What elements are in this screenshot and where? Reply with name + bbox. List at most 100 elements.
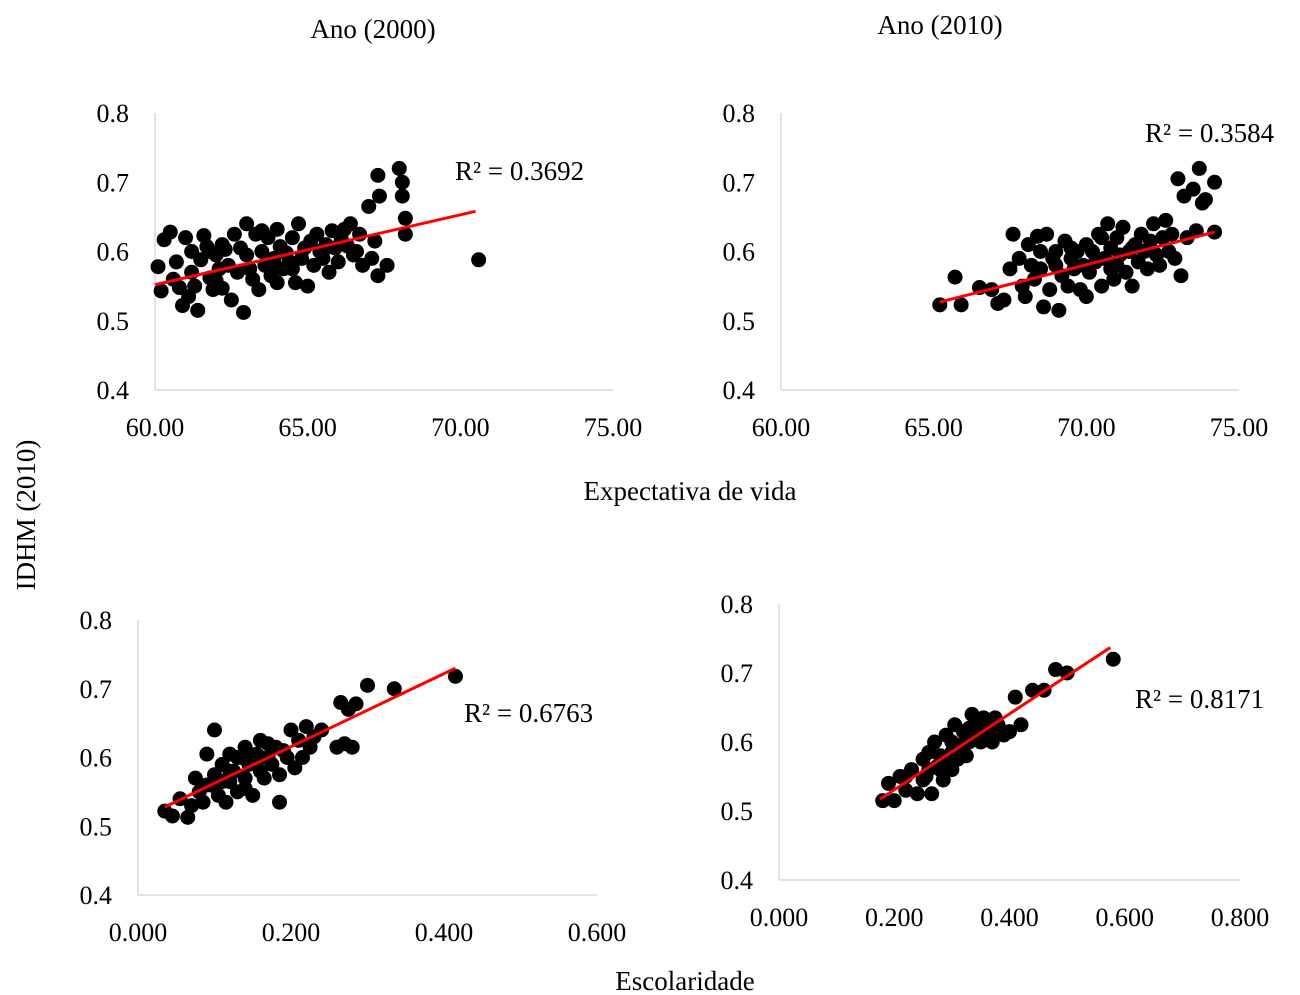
data-point: [287, 275, 303, 291]
x-axis-title-top-row: Expectativa de vida: [584, 476, 797, 506]
data-point: [321, 264, 337, 280]
y-tick-label: 0.7: [721, 659, 754, 688]
data-point: [391, 160, 407, 176]
data-point: [1191, 160, 1207, 176]
y-tick-label: 0.6: [723, 238, 756, 267]
data-point: [1002, 724, 1017, 740]
data-point: [386, 681, 402, 697]
data-point: [195, 794, 211, 810]
data-point: [1078, 289, 1094, 305]
data-point: [187, 278, 203, 294]
data-point: [239, 247, 255, 263]
data-point: [1146, 216, 1162, 232]
data-point: [886, 793, 902, 809]
trend-line: [879, 646, 1112, 801]
data-point: [953, 297, 969, 313]
data-point: [272, 794, 288, 810]
r-squared-label: R² = 0.6763: [464, 698, 593, 728]
data-point: [1170, 171, 1186, 187]
data-point: [1094, 278, 1110, 294]
x-tick-label: 70.00: [1057, 413, 1116, 442]
x-tick-label: 0.600: [1096, 903, 1155, 932]
y-tick-label: 0.4: [80, 881, 113, 910]
data-point: [229, 750, 245, 765]
data-point: [1048, 244, 1064, 259]
data-point: [252, 750, 268, 765]
x-tick-label: 60.00: [126, 413, 185, 442]
data-point: [279, 750, 295, 765]
y-tick-label: 0.8: [721, 590, 754, 619]
data-point: [1173, 268, 1189, 284]
data-point: [394, 188, 410, 204]
data-point: [1005, 226, 1021, 242]
data-point: [1185, 181, 1201, 197]
data-point: [237, 770, 253, 786]
y-tick-label: 0.8: [80, 606, 113, 635]
data-point: [266, 261, 282, 277]
data-point: [214, 237, 230, 253]
data-point: [162, 224, 178, 240]
data-point: [875, 793, 891, 809]
data-point: [284, 230, 300, 246]
data-point: [330, 254, 346, 270]
data-point: [1002, 261, 1018, 277]
data-point: [898, 782, 914, 798]
x-tick-label: 65.00: [278, 413, 337, 442]
x-tick-label: 0.400: [415, 918, 474, 947]
y-tick-label: 0.5: [80, 812, 113, 841]
data-point: [1017, 289, 1033, 305]
data-point: [471, 252, 487, 268]
data-point: [1164, 226, 1180, 242]
x-tick-label: 65.00: [904, 413, 963, 442]
data-point: [1152, 257, 1168, 273]
r-squared-label: R² = 0.3692: [455, 156, 584, 186]
data-point: [1100, 216, 1116, 232]
data-point: [397, 226, 413, 242]
data-point: [184, 798, 200, 814]
data-point: [264, 756, 280, 772]
data-point: [1124, 278, 1140, 294]
y-tick-label: 0.8: [97, 99, 130, 128]
data-point: [961, 720, 977, 736]
x-tick-label: 0.600: [568, 918, 627, 947]
data-point: [342, 216, 358, 232]
data-point: [370, 167, 386, 183]
data-point: [915, 772, 931, 788]
scatter-panel-life-expectancy-2000: 0.4 0.5 0.6 0.7 0.8 60.00 65.00 70.00 75.00 R² = …: [97, 99, 643, 442]
data-point: [371, 188, 387, 204]
y-tick-label: 0.4: [97, 376, 130, 405]
data-point: [909, 786, 925, 802]
data-point: [1048, 662, 1064, 678]
data-point: [1115, 219, 1131, 235]
data-point: [214, 280, 230, 296]
data-point: [1011, 250, 1027, 266]
column-title-2000: Ano (2000): [310, 14, 435, 44]
data-point: [1033, 261, 1049, 277]
data-point: [171, 280, 187, 296]
x-tick-label: 0.400: [980, 903, 1039, 932]
data-point: [924, 786, 940, 802]
data-point: [1051, 302, 1067, 318]
trend-line: [154, 209, 476, 287]
data-point: [178, 230, 194, 246]
data-point: [187, 770, 203, 786]
y-tick-label: 0.6: [97, 238, 130, 267]
y-tick-label: 0.4: [723, 376, 756, 405]
x-tick-label: 60.00: [752, 413, 811, 442]
data-point: [199, 746, 215, 762]
scatter-panel-schooling-2010: 0.4 0.5 0.6 0.7 0.8 0.000 0.200 0.400 0.600 0.800…: [721, 590, 1270, 932]
data-point: [269, 275, 285, 291]
data-point: [300, 278, 316, 294]
data-point: [927, 734, 943, 750]
data-point: [223, 292, 239, 308]
data-point: [1025, 682, 1041, 698]
data-point: [1013, 717, 1029, 733]
data-point: [229, 264, 245, 280]
data-point: [284, 261, 300, 277]
data-point: [283, 722, 299, 738]
data-point: [1167, 250, 1183, 266]
data-point: [370, 268, 386, 284]
data-point: [251, 282, 267, 298]
data-point: [1207, 174, 1223, 190]
